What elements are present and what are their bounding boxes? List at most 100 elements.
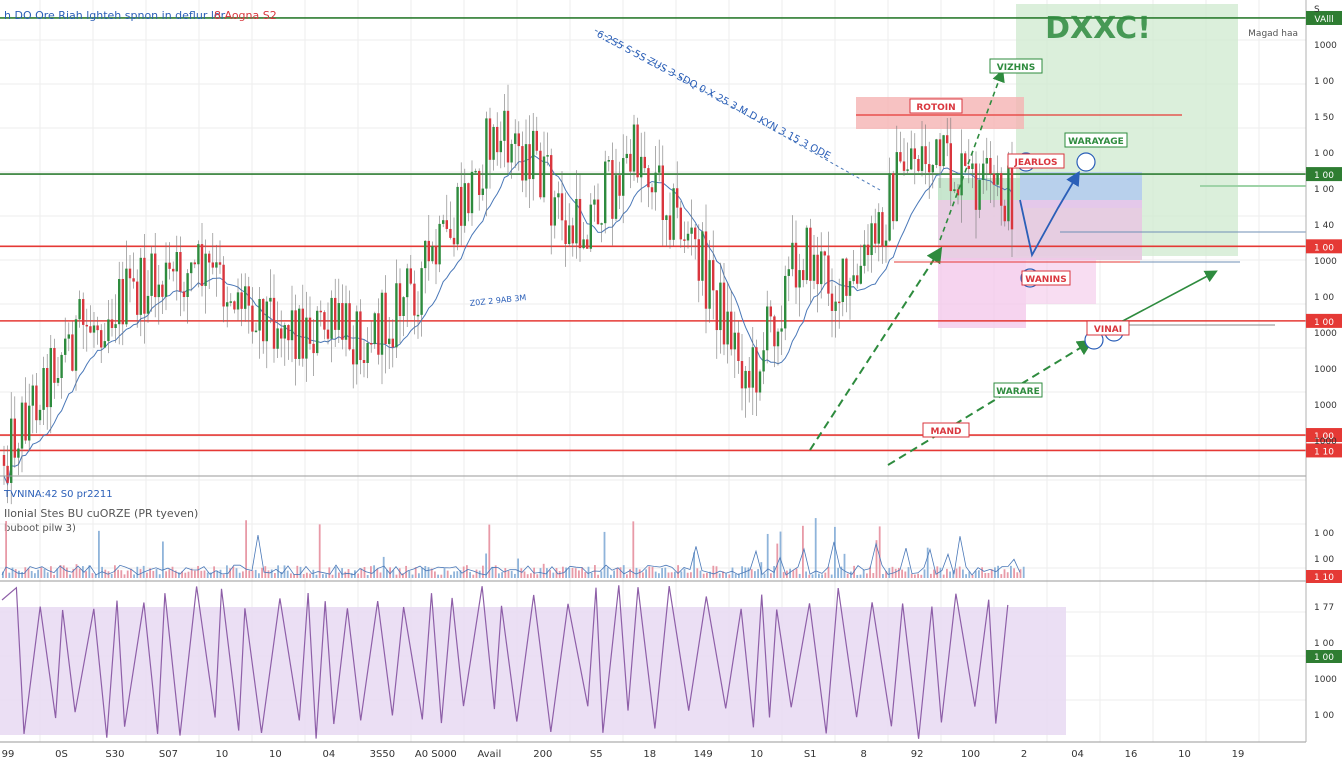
candle-body[interactable] [575, 198, 578, 244]
candle-body[interactable] [28, 405, 31, 441]
candle-body[interactable] [539, 150, 542, 198]
candle-body[interactable] [776, 331, 780, 347]
candle-body[interactable] [20, 402, 24, 449]
candle-body[interactable] [56, 378, 60, 383]
candle-body[interactable] [960, 153, 963, 196]
candle-body[interactable] [715, 290, 718, 331]
candle-body[interactable] [690, 227, 693, 234]
candle-body[interactable] [301, 308, 304, 359]
candle-body[interactable] [485, 118, 488, 189]
candle-body[interactable] [809, 227, 812, 281]
candle-body[interactable] [704, 231, 708, 309]
candle-body[interactable] [67, 334, 70, 339]
candle-body[interactable] [982, 163, 985, 180]
candle-body[interactable] [388, 338, 391, 345]
candle-body[interactable] [172, 268, 175, 272]
candle-body[interactable] [164, 262, 168, 297]
candle-body[interactable] [492, 126, 495, 160]
candle-body[interactable] [146, 295, 150, 314]
candle-body[interactable] [654, 172, 657, 193]
candle-body[interactable] [665, 215, 668, 221]
candle-body[interactable] [650, 187, 654, 193]
candle-body[interactable] [190, 262, 193, 274]
candle-body[interactable] [326, 329, 330, 339]
oscillator-panel[interactable] [1, 585, 1009, 739]
candle-body[interactable] [35, 385, 38, 421]
candle-body[interactable] [391, 338, 394, 348]
candle-body[interactable] [712, 260, 715, 291]
candle-body[interactable] [600, 223, 603, 225]
candle-body[interactable] [967, 165, 970, 170]
candle-body[interactable] [560, 193, 564, 221]
candle-body[interactable] [658, 165, 661, 173]
candle-body[interactable] [812, 254, 816, 281]
candle-body[interactable] [424, 240, 427, 269]
candle-body[interactable] [438, 223, 441, 265]
candle-body[interactable] [614, 175, 618, 219]
candle-body[interactable] [452, 237, 456, 245]
candle-body[interactable] [204, 253, 207, 286]
candle-body[interactable] [708, 260, 711, 309]
candle-body[interactable] [974, 163, 978, 210]
candle-body[interactable] [913, 148, 916, 159]
candle-body[interactable] [85, 324, 88, 327]
candle-body[interactable] [71, 334, 74, 371]
candle-body[interactable] [409, 268, 412, 284]
candle-body[interactable] [899, 152, 902, 162]
candle-body[interactable] [748, 370, 751, 388]
candle-body[interactable] [625, 153, 628, 159]
candle-body[interactable] [402, 297, 405, 316]
candle-body[interactable] [589, 204, 592, 249]
candle-body[interactable] [964, 153, 967, 166]
candle-body[interactable] [416, 314, 420, 317]
annotation-box-1[interactable] [989, 58, 1043, 74]
candle-body[interactable] [150, 253, 153, 296]
candle-body[interactable] [841, 258, 844, 303]
candle-body[interactable] [892, 173, 895, 222]
candle-body[interactable] [344, 303, 348, 340]
candle-body[interactable] [744, 370, 747, 389]
candle-body[interactable] [524, 144, 528, 181]
candle-body[interactable] [701, 231, 704, 281]
candle-body[interactable] [992, 173, 996, 185]
candle-body[interactable] [802, 270, 805, 281]
candle-body[interactable] [200, 244, 204, 286]
candle-body[interactable] [114, 324, 117, 328]
candle-body[interactable] [445, 220, 448, 229]
candle-body[interactable] [528, 144, 531, 180]
candle-body[interactable] [89, 326, 92, 333]
stop-zone-pink-lower[interactable] [938, 258, 1026, 328]
candle-body[interactable] [46, 368, 49, 408]
candle-body[interactable] [586, 239, 589, 249]
stop-zone-pink[interactable] [938, 200, 1142, 260]
candle-body[interactable] [737, 332, 740, 362]
candle-body[interactable] [863, 244, 866, 266]
candle-body[interactable] [283, 325, 286, 339]
candle-body[interactable] [377, 313, 380, 355]
candle-body[interactable] [985, 157, 988, 164]
candle-body[interactable] [366, 343, 369, 363]
candle-body[interactable] [474, 170, 477, 173]
candle-body[interactable] [240, 292, 243, 309]
candle-body[interactable] [578, 198, 582, 249]
candle-body[interactable] [499, 140, 502, 153]
candle-body[interactable] [751, 347, 754, 388]
candle-body[interactable] [740, 361, 744, 389]
candle-body[interactable] [362, 360, 366, 363]
candle-body[interactable] [942, 135, 945, 167]
candle-body[interactable] [442, 220, 445, 224]
candle-body[interactable] [758, 371, 762, 393]
candle-body[interactable] [618, 175, 621, 196]
candle-body[interactable] [823, 251, 826, 256]
candle-body[interactable] [978, 179, 981, 210]
candle-body[interactable] [312, 343, 315, 354]
candle-body[interactable] [582, 239, 585, 249]
candle-body[interactable] [521, 146, 524, 181]
candle-body[interactable] [596, 199, 600, 225]
candle-body[interactable] [13, 418, 16, 458]
candle-body[interactable] [946, 135, 949, 144]
candle-body[interactable] [784, 275, 787, 329]
candle-body[interactable] [262, 298, 265, 342]
candle-body[interactable] [481, 188, 484, 195]
candle-body[interactable] [154, 253, 157, 298]
